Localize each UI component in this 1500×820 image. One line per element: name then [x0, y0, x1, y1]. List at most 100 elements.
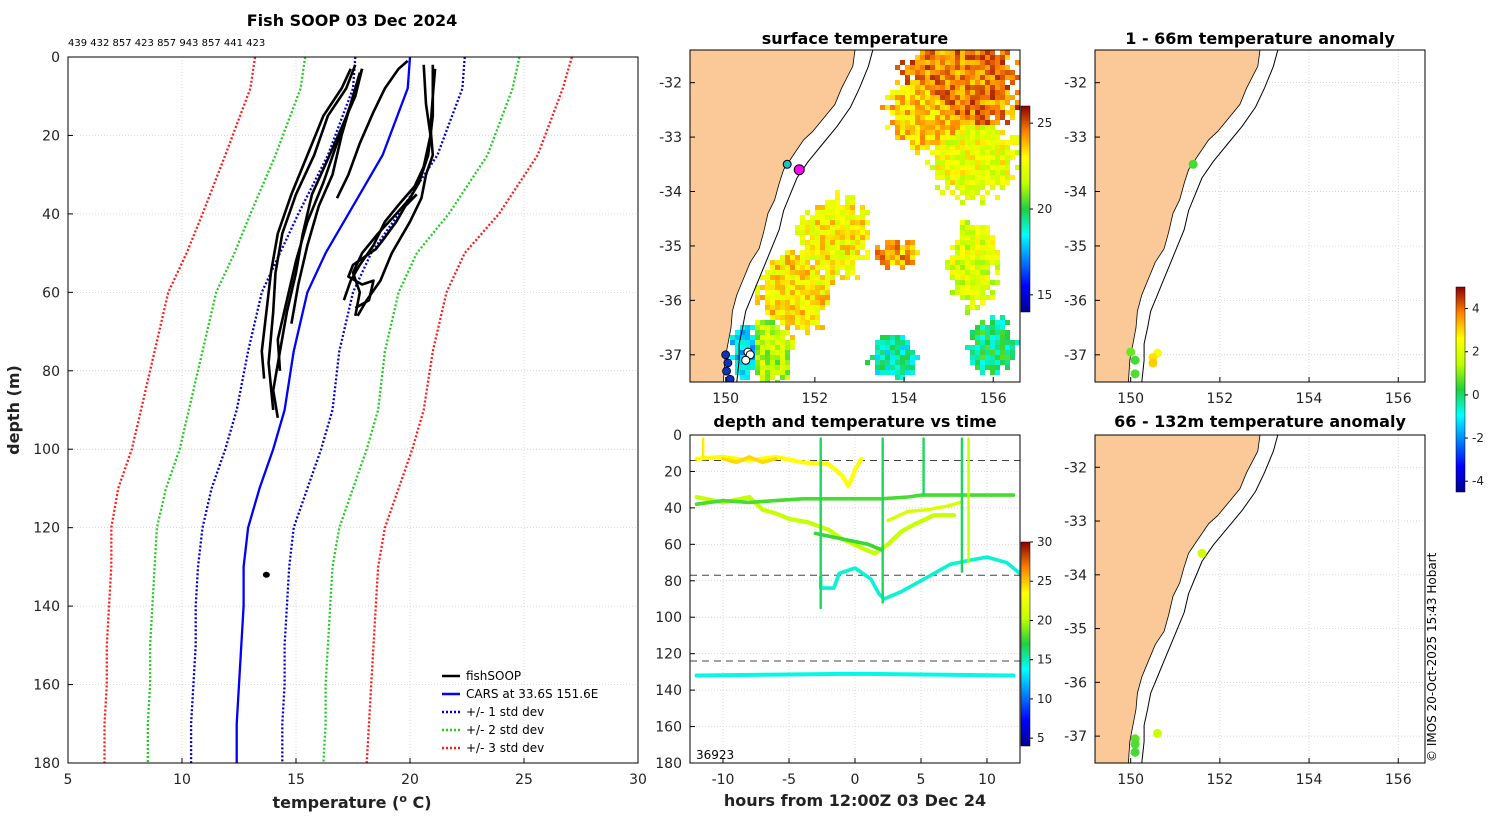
sst-pixel: [915, 130, 920, 135]
sst-pixel: [880, 105, 885, 110]
sst-pixel: [960, 295, 965, 300]
surface-xtick-label: 150: [712, 391, 739, 407]
sst-pixel: [975, 70, 980, 75]
sst-pixel: [795, 290, 800, 295]
sst-pixel: [945, 185, 950, 190]
sst-pixel: [895, 105, 900, 110]
sst-pixel: [950, 105, 955, 110]
sst-pixel: [910, 85, 915, 90]
sst-pixel: [840, 275, 845, 280]
sst-pixel: [775, 285, 780, 290]
sst-pixel: [955, 50, 960, 55]
sst-pixel: [975, 65, 980, 70]
sst-pixel: [885, 350, 890, 355]
fish-profile-3: [271, 68, 364, 419]
sst-pixel: [965, 100, 970, 105]
sst-pixel: [760, 365, 765, 370]
sst-pixel: [750, 340, 755, 345]
sst-pixel: [1000, 80, 1005, 85]
sst-pixel: [785, 315, 790, 320]
sst-pixel: [900, 85, 905, 90]
sst-pixel: [960, 175, 965, 180]
sst-pixel: [1000, 175, 1005, 180]
sst-pixel: [920, 65, 925, 70]
sst-pixel: [945, 265, 950, 270]
sst-pixel: [945, 105, 950, 110]
sst-pixel: [765, 345, 770, 350]
sst-pixel: [820, 205, 825, 210]
sst-pixel: [990, 85, 995, 90]
sst-pixel: [920, 145, 925, 150]
sst-pixel: [815, 290, 820, 295]
sst-pixel: [965, 260, 970, 265]
sst-pixel: [970, 290, 975, 295]
sst-pixel: [895, 115, 900, 120]
sst-pixel: [900, 375, 905, 380]
sst-pixel: [910, 255, 915, 260]
sst-pixel: [990, 105, 995, 110]
sst-pixel: [900, 260, 905, 265]
sst-pixel: [830, 240, 835, 245]
profile-xtick-label: 30: [629, 772, 647, 788]
sst-pixel: [995, 355, 1000, 360]
sst-pixel: [810, 225, 815, 230]
sst-pixel: [825, 240, 830, 245]
sst-pixel: [970, 195, 975, 200]
sst-pixel: [1010, 340, 1015, 345]
sst-pixel: [885, 250, 890, 255]
sst-pixel: [975, 140, 980, 145]
series-deep-132m: [694, 671, 1016, 678]
sst-pixel: [995, 110, 1000, 115]
sst-pixel: [795, 320, 800, 325]
sst-pixel: [845, 255, 850, 260]
sst-pixel: [895, 345, 900, 350]
sst-pixel: [1010, 95, 1015, 100]
sst-pixel: [940, 155, 945, 160]
sst-pixel: [955, 105, 960, 110]
sst-pixel: [990, 65, 995, 70]
sst-pixel: [775, 270, 780, 275]
sst-pixel: [765, 320, 770, 325]
sst-pixel: [945, 110, 950, 115]
sst-pixel: [925, 65, 930, 70]
sst-pixel: [875, 370, 880, 375]
sst-pixel: [975, 105, 980, 110]
std2-lower-line: [146, 56, 307, 763]
sst-pixel: [780, 265, 785, 270]
sst-pixel: [910, 95, 915, 100]
sst-pixel: [735, 345, 740, 350]
sst-pixel: [840, 215, 845, 220]
sst-pixel: [820, 290, 825, 295]
sst-pixel: [780, 305, 785, 310]
sst-pixel: [920, 50, 925, 55]
sst-pixel: [945, 115, 950, 120]
timeseries-title: depth and temperature vs time: [713, 412, 996, 431]
sst-pixel: [770, 350, 775, 355]
sst-pixel: [985, 70, 990, 75]
sst-pixel: [980, 360, 985, 365]
sst-pixel: [890, 355, 895, 360]
sst-pixel: [810, 220, 815, 225]
sst-pixel: [965, 345, 970, 350]
sst-pixel: [980, 235, 985, 240]
sst-pixel: [895, 90, 900, 95]
sst-pixel: [900, 355, 905, 360]
sst-pixel: [895, 125, 900, 130]
sst-pixel: [925, 145, 930, 150]
sst-pixel: [895, 240, 900, 245]
sst-pixel: [925, 125, 930, 130]
sst-pixel: [980, 265, 985, 270]
sst-pixel: [955, 260, 960, 265]
sst-pixel: [965, 290, 970, 295]
sst-pixel: [895, 370, 900, 375]
sst-pixel: [995, 70, 1000, 75]
sst-pixel: [970, 280, 975, 285]
sst-pixel: [950, 170, 955, 175]
sst-pixel: [965, 240, 970, 245]
track-marker-blue: [721, 350, 731, 360]
sst-pixel: [890, 345, 895, 350]
sst-pixel: [915, 115, 920, 120]
anom2-xtick-label: 150: [1117, 772, 1144, 788]
sst-pixel: [830, 255, 835, 260]
sst-pixel: [740, 370, 745, 375]
